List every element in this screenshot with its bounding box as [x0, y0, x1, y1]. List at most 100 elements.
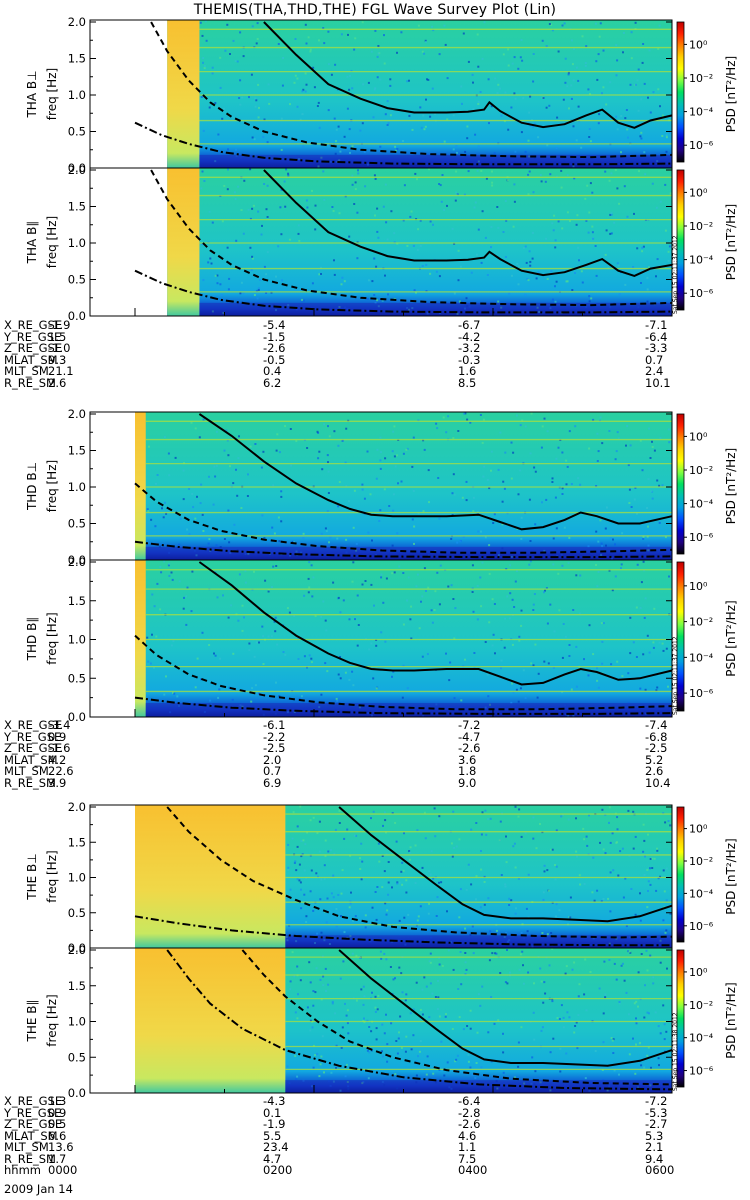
ephemeris-value: -6.7	[458, 318, 481, 332]
dashdot-curve	[166, 949, 673, 1091]
ephemeris-value: 2.0	[263, 752, 282, 767]
ephemeris-value: 0200	[263, 1163, 293, 1177]
y-axis-panel-label: THD B⊥	[25, 462, 39, 511]
ephemeris-value: -2.7	[645, 1117, 668, 1131]
ephemeris-value: 1.1	[458, 1140, 477, 1154]
ephemeris-value: -7.2	[458, 718, 481, 732]
solid-curve	[198, 561, 673, 686]
ephemeris-value: 0000	[48, 1163, 78, 1177]
ephemeris-row-label: Y_RE_GSE	[4, 329, 62, 344]
colorbar-tick-label: 10⁻²	[689, 616, 713, 629]
dashdot-curve	[134, 696, 673, 715]
ephemeris-value: -6.1	[263, 718, 286, 732]
y-tick-label: 1.0	[68, 236, 86, 250]
spectrogram-high-psd-region	[167, 20, 200, 168]
ephemeris-row-label: Y_RE_GSE	[4, 729, 62, 744]
ephemeris-value: -6.8	[645, 729, 668, 744]
ephemeris-value: 1.3	[48, 1094, 67, 1108]
ephemeris-value: -1.9	[263, 1117, 286, 1131]
y-tick-label: 0.5	[68, 517, 86, 531]
y-tick-label: 1.5	[68, 594, 86, 608]
spectrogram-panel-1: 0.0 0.5 1.0 1.5 2.0 THA B⊥ freq [Hz] 10⁰ 10⁻² 10⁻…	[25, 15, 738, 175]
colorbar-tick-label: 10⁻²	[689, 464, 713, 477]
ephemeris-value: -1.6	[48, 741, 71, 755]
solid-curve	[338, 949, 673, 1067]
ephemeris-row-label: hhmm	[4, 1163, 41, 1177]
ephemeris-value: 3.6	[458, 752, 477, 767]
ephemeris-value: 1.5	[48, 329, 67, 344]
y-axis-label: freq [Hz]	[45, 68, 59, 120]
ephemeris-value: 6.6	[48, 1128, 67, 1143]
colorbar-tick-label: 10⁻²	[689, 999, 713, 1012]
ephemeris-value: 0.7	[645, 352, 664, 367]
ephemeris-value: -4.3	[263, 1094, 286, 1108]
ephemeris-row-label: Z_RE_GSE	[4, 741, 63, 755]
date-label: 2009 Jan 14	[4, 1182, 73, 1196]
panel-frame	[89, 167, 673, 317]
colorbar-tick-label: 10⁻⁶	[689, 920, 714, 933]
ephemeris-value: 22.6	[48, 764, 74, 778]
ephemeris-value: 5.5	[263, 1128, 282, 1143]
y-tick-label: 0.5	[68, 671, 86, 685]
colorbar	[676, 169, 685, 311]
ephemeris-row-label: MLT_SM	[4, 1140, 49, 1154]
ephemeris-value: 0.1	[263, 1105, 282, 1120]
ephemeris-value: 1.7	[48, 1151, 67, 1166]
colorbar-label: PSD [nT²/Hz]	[724, 982, 738, 1058]
colorbar-tick-label: 10⁰	[689, 823, 708, 836]
low-freq-band	[285, 1080, 672, 1093]
colorbar-tick-label: 10⁻⁴	[689, 254, 714, 267]
dashed-curve	[150, 21, 673, 159]
ephemeris-row-label: MLT_SM	[4, 364, 49, 378]
ephemeris-value: -2.2	[263, 729, 286, 744]
colorbar-label: PSD [nT²/Hz]	[724, 600, 738, 676]
colorbar-tick-label: 10⁰	[689, 966, 708, 979]
colorbar-tick-label: 10⁻⁴	[689, 651, 714, 664]
ephemeris-value: 13.6	[48, 1140, 74, 1154]
colorbar-tick-label: 10⁻⁴	[689, 887, 714, 900]
colorbar-tick-label: 10⁰	[689, 580, 708, 593]
colorbar	[676, 806, 685, 943]
spectrogram-panel-3: 0.0 0.5 1.0 1.5 2.0 THD B⊥ freq [Hz] 10⁰ 10⁻² 10⁻…	[25, 407, 738, 567]
y-axis-panel-label: THE B⊥	[25, 853, 39, 900]
low-freq-band	[285, 935, 672, 948]
ephemeris-value: 2.4	[645, 364, 664, 378]
ephemeris-row-label: Y_RE_GSE	[4, 1105, 62, 1120]
ephemeris-value: -3.2	[458, 341, 481, 355]
spectrogram-high-psd-region	[135, 948, 286, 1093]
colorbar-label: PSD [nT²/Hz]	[724, 448, 738, 524]
timestamp-stamp: Sat Sep 15 02:11:37 2012	[672, 636, 679, 715]
low-freq-band	[199, 302, 672, 316]
dashed-curve	[150, 169, 673, 307]
ephemeris-value: -2.6	[458, 741, 481, 755]
y-axis-label: freq [Hz]	[45, 850, 59, 902]
dashed-curve	[134, 482, 673, 554]
ephemeris-value: 8.5	[458, 375, 477, 390]
solid-curve	[263, 169, 673, 277]
y-tick-label: 2.0	[68, 163, 86, 177]
solid-curve	[338, 806, 673, 923]
ephemeris-value: -3.3	[645, 341, 668, 355]
ephemeris-value: -2.5	[263, 741, 286, 755]
colorbar-tick-label: 10⁰	[689, 430, 708, 443]
ephemeris-value: -6.4	[645, 329, 668, 344]
colorbar-tick-label: 10⁻⁴	[689, 1032, 714, 1045]
spectrogram-background	[167, 20, 672, 168]
spectrogram-background	[135, 560, 672, 717]
ephemeris-value: 10.1	[645, 375, 671, 390]
ephemeris-value: 0.4	[263, 364, 282, 378]
ephemeris-value: -6.4	[458, 1094, 481, 1108]
y-axis-label: freq [Hz]	[45, 460, 59, 512]
y-axis-panel-label: THA B∥	[25, 221, 39, 265]
colorbar-tick-label: 10⁻⁴	[689, 106, 714, 119]
ephemeris-value: 0.9	[48, 729, 67, 744]
ephemeris-row-label: MLT_SM	[4, 764, 49, 778]
ephemeris-row-label: X_RE_GSE	[4, 718, 63, 732]
ephemeris-row-label: MLAT_SM	[4, 752, 58, 767]
ephemeris-value: 10.4	[645, 775, 671, 790]
ephemeris-value: -1.5	[263, 329, 286, 344]
ephemeris-value: 3.9	[48, 775, 67, 790]
colorbar-tick-label: 10⁻⁶	[689, 687, 714, 700]
ephemeris-value: 4.7	[263, 1151, 282, 1166]
y-tick-label: 1.5	[68, 444, 86, 458]
